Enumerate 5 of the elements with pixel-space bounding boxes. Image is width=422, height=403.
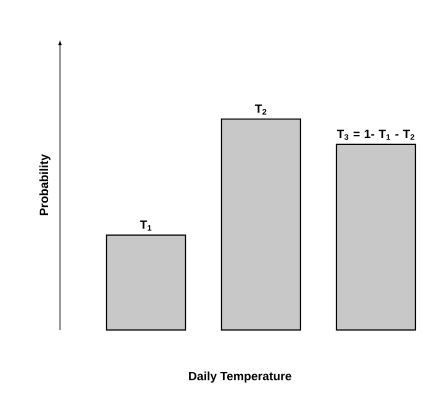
annotation: T$_{1}$ [140,220,152,231]
x-axis-title: Daily Temperature [189,372,292,383]
annotation: T$_{3}$ = 1- T$_{1}$ - T$_{2}$ [337,130,414,140]
y-axis-title: Probability [39,154,50,216]
annotation: T$_{2}$ [255,104,266,115]
